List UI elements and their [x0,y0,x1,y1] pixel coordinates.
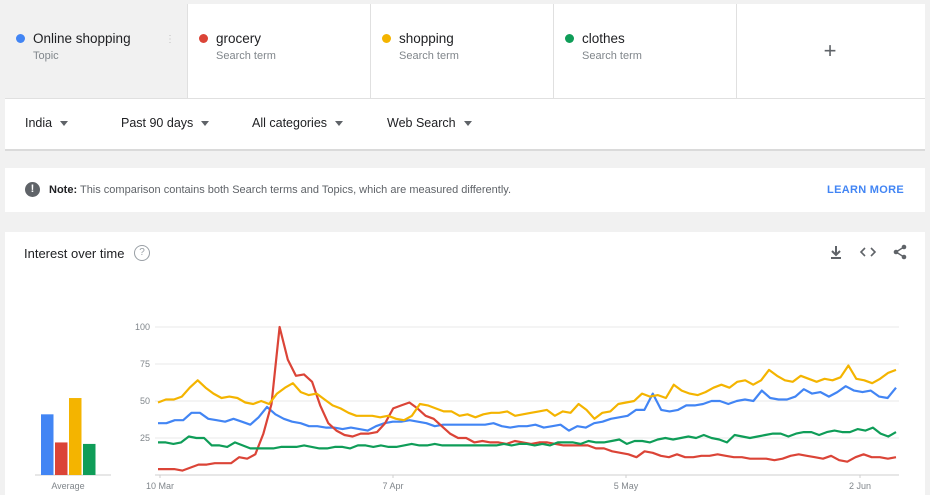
category-dropdown[interactable]: All categories [252,116,344,130]
comparison-term-bar: Online shopping Topic ⋮ grocery Search t… [5,4,925,98]
term-type: Search term [399,50,459,62]
category-label: All categories [252,116,328,130]
term-type: Search term [216,50,276,62]
filter-bar: India Past 90 days All categories Web Se… [5,98,925,151]
y-tick-label: 100 [135,322,150,332]
plus-icon: + [823,38,837,63]
term-type: Search term [582,50,642,62]
add-comparison-button[interactable]: + [737,4,923,98]
x-tick-label: 7 Apr [382,481,403,491]
series-color-dot [565,34,574,43]
chart-title: Interest over time [24,246,125,261]
note-label: Note: [49,184,78,196]
x-tick-label: 5 May [614,481,639,491]
search-type-dropdown[interactable]: Web Search [387,116,472,130]
series-line-clothes [158,426,897,450]
caret-down-icon [201,121,210,127]
series-color-dot [16,34,25,43]
caret-down-icon [463,121,472,127]
drag-handle-icon[interactable]: ⋮ [165,34,175,45]
note-text: Note: This comparison contains both Sear… [49,184,511,196]
search-type-label: Web Search [387,116,456,130]
average-bar-clothes [83,443,96,475]
series-line-shopping [157,364,897,422]
y-tick-label: 75 [140,359,150,369]
note-body: This comparison contains both Search ter… [79,184,512,196]
info-icon: ! [25,182,40,197]
series-color-dot [382,34,391,43]
period-label: Past 90 days [121,116,194,130]
x-tick-label: 10 Mar [146,481,174,491]
y-tick-label: 50 [140,396,150,406]
caret-down-icon [60,121,69,127]
average-bar-online-shopping [41,414,54,475]
term-name: Online shopping [33,31,131,46]
x-tick-label: 2 Jun [849,481,871,491]
interest-over-time-card: Interest over time ? 100 75 50 25 10 Mar 7 Ap… [5,232,925,495]
term-grocery[interactable]: grocery Search term [188,4,371,98]
term-clothes[interactable]: clothes Search term [554,4,737,98]
series-color-dot [199,34,208,43]
term-shopping[interactable]: shopping Search term [371,4,554,98]
region-dropdown[interactable]: India [25,116,69,130]
interest-chart: 100 75 50 25 10 Mar 7 Apr 5 May 2 Jun Average [35,322,899,491]
learn-more-link[interactable]: LEARN MORE [827,184,904,196]
region-label: India [25,116,53,130]
term-name: grocery [216,31,262,46]
average-bar-grocery [55,442,68,475]
term-name: clothes [582,31,625,46]
help-icon[interactable]: ? [134,245,150,261]
term-online-shopping[interactable]: Online shopping Topic ⋮ [5,4,188,98]
comparison-note: ! Note: This comparison contains both Se… [5,168,925,212]
period-dropdown[interactable]: Past 90 days [121,116,210,130]
average-bar-shopping [69,398,82,475]
caret-down-icon [335,121,344,127]
term-type: Topic [33,50,59,62]
y-tick-label: 25 [140,433,150,443]
series-line-online-shopping [158,385,897,432]
term-name: shopping [399,31,454,46]
average-label: Average [51,481,84,491]
